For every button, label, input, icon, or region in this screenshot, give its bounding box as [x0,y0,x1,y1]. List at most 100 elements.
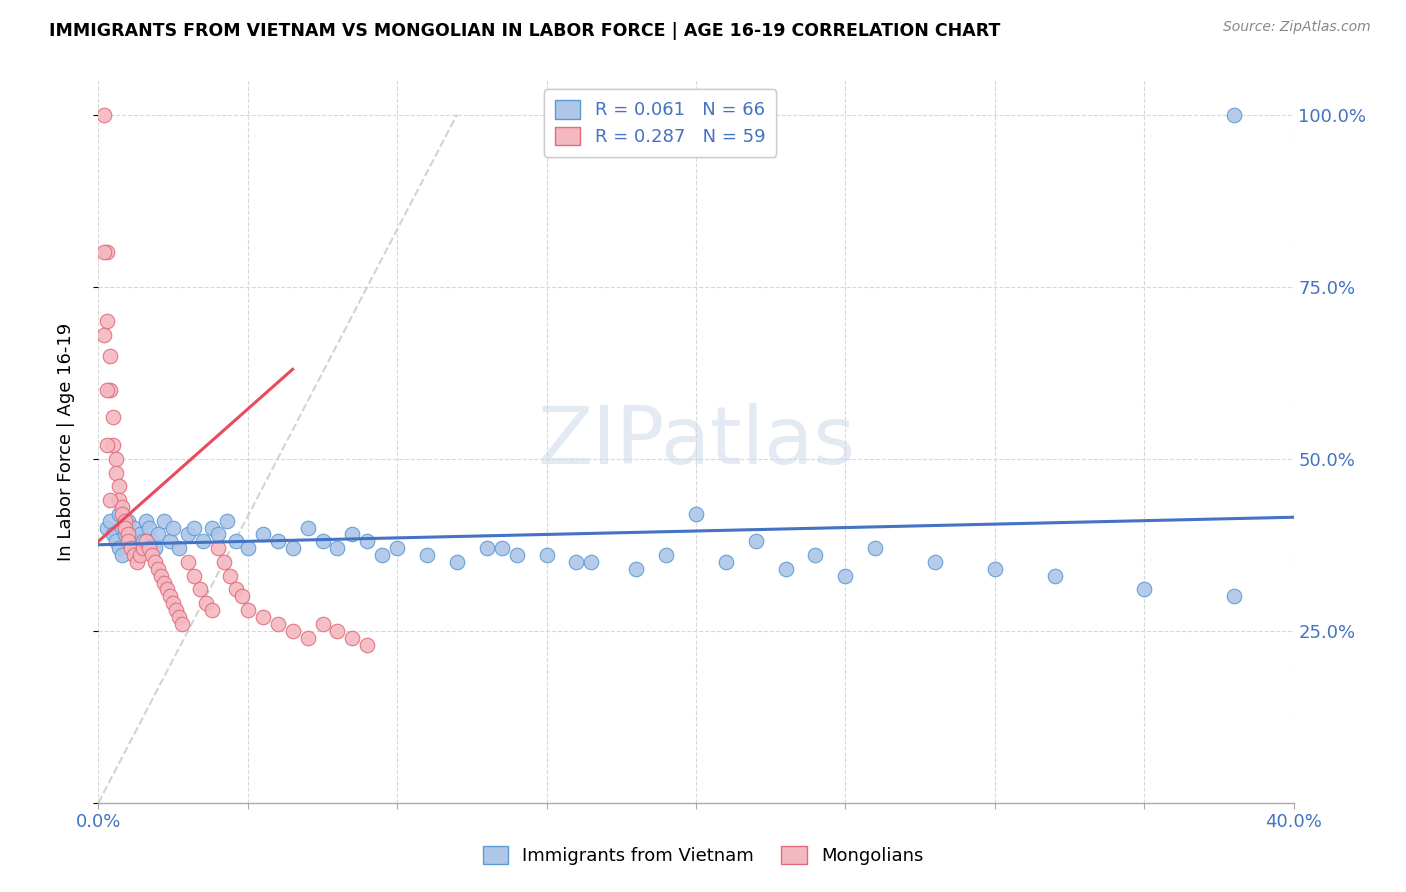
Point [141,534,163,549]
Point [177,527,200,541]
Point [156,582,179,597]
Legend: R = 0.061   N = 66, R = 0.287   N = 59: R = 0.061 N = 66, R = 0.287 N = 59 [544,89,776,157]
Point [132,534,155,549]
Point [356,534,378,549]
Point [127,541,149,556]
Text: ZIPatlas: ZIPatlas [537,402,855,481]
Point [281,624,304,638]
Point [183,568,205,582]
Point [231,590,253,604]
Point [626,562,648,576]
Point [103,527,125,541]
Point [416,548,439,562]
Point [108,493,131,508]
Point [111,507,134,521]
Point [984,562,1007,576]
Text: IMMIGRANTS FROM VIETNAM VS MONGOLIAN IN LABOR FORCE | AGE 16-19 CORRELATION CHAR: IMMIGRANTS FROM VIETNAM VS MONGOLIAN IN … [49,22,1001,40]
Point [98,493,122,508]
Point [775,562,797,576]
Point [165,603,187,617]
Point [98,514,122,528]
Point [506,548,529,562]
Point [120,541,142,556]
Point [162,520,184,534]
Point [446,555,468,569]
Point [96,520,118,534]
Point [143,541,166,556]
Point [172,616,194,631]
Point [225,582,247,597]
Point [342,527,364,541]
Point [103,410,125,425]
Point [326,541,349,556]
Point [207,527,229,541]
Point [117,527,139,541]
Point [191,534,214,549]
Point [655,548,678,562]
Point [153,514,176,528]
Point [98,383,122,397]
Point [1133,582,1156,597]
Point [103,438,125,452]
Point [148,527,170,541]
Point [195,596,218,610]
Point [385,541,409,556]
Point [207,541,229,556]
Point [177,555,200,569]
Point [96,314,118,328]
Point [93,327,115,342]
Point [105,466,128,480]
Point [93,245,115,260]
Point [167,610,190,624]
Point [114,527,136,541]
Point [167,541,190,556]
Point [96,438,118,452]
Point [117,534,139,549]
Point [834,568,856,582]
Point [93,108,115,122]
Point [120,534,142,549]
Point [745,534,768,549]
Point [311,534,333,549]
Point [117,514,139,528]
Point [311,616,333,631]
Point [297,520,319,534]
Point [108,541,131,556]
Point [183,520,205,534]
Point [127,555,149,569]
Point [219,568,242,582]
Point [1223,108,1246,122]
Point [804,548,827,562]
Point [565,555,588,569]
Point [114,520,136,534]
Point [201,603,224,617]
Point [188,582,211,597]
Point [141,548,163,562]
Point [236,541,259,556]
Point [108,479,131,493]
Point [225,534,247,549]
Point [124,520,146,534]
Legend: Immigrants from Vietnam, Mongolians: Immigrants from Vietnam, Mongolians [475,838,931,872]
Point [714,555,737,569]
Point [215,514,238,528]
Point [865,541,887,556]
Point [162,596,184,610]
Point [124,548,146,562]
Point [96,383,118,397]
Point [536,548,558,562]
Point [491,541,513,556]
Point [685,507,707,521]
Text: Source: ZipAtlas.com: Source: ZipAtlas.com [1223,20,1371,34]
Point [129,527,152,541]
Point [326,624,349,638]
Point [135,514,157,528]
Point [252,527,274,541]
Point [159,590,181,604]
Point [138,541,160,556]
Point [1223,590,1246,604]
Point [111,500,134,514]
Point [111,548,134,562]
Point [236,603,259,617]
Point [135,534,157,549]
